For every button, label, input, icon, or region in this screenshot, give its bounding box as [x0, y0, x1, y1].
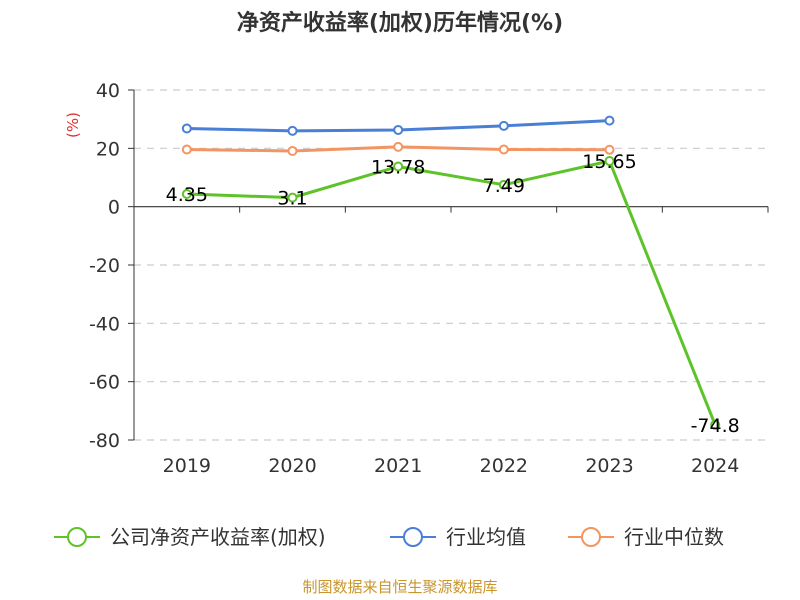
legend-marker: [403, 527, 423, 547]
data-label: -74.8: [691, 415, 740, 437]
legend-label: 公司净资产收益率(加权): [110, 525, 326, 549]
data-label: 4.35: [166, 184, 208, 206]
x-tick-label: 2022: [480, 455, 528, 477]
grid-lines: [134, 89, 768, 441]
data-label: 13.78: [371, 156, 425, 178]
y-tick-label: 0: [108, 197, 120, 219]
x-tick-label: 2021: [374, 455, 422, 477]
data-point: [181, 123, 192, 134]
data-point: [287, 145, 298, 156]
y-axis-unit: (%): [64, 112, 82, 138]
data-point: [181, 144, 192, 155]
x-tick-label: 2019: [163, 455, 211, 477]
data-point: [393, 161, 404, 172]
data-labels: 4.35 3.1 13.78 7.49 15.65 -74.8: [166, 151, 740, 437]
y-tick-label: -80: [89, 430, 120, 452]
legend[interactable]: 公司净资产收益率(加权) 行业均值 行业中位数: [54, 525, 724, 549]
legend-marker: [581, 527, 601, 547]
y-tick-label: -60: [89, 372, 120, 394]
series-line: [186, 159, 717, 426]
data-point: [498, 120, 509, 131]
data-point: [181, 188, 192, 199]
y-tick-label: 40: [96, 80, 120, 102]
chart-title: 净资产收益率(加权)历年情况(%): [237, 10, 563, 36]
data-point: [393, 124, 404, 135]
data-label: 7.49: [483, 175, 525, 197]
source-note: 制图数据来自恒生聚源数据库: [302, 578, 497, 596]
x-tick-label: 2024: [691, 455, 739, 477]
x-tick-label: 2023: [585, 455, 633, 477]
data-point: [604, 115, 615, 126]
legend-marker: [67, 527, 87, 547]
axes: [128, 89, 769, 441]
data-point: [287, 192, 298, 203]
y-tick-label: 20: [96, 138, 120, 160]
data-point: [604, 156, 615, 167]
legend-label: 行业均值: [446, 525, 526, 549]
data-label: 3.1: [277, 188, 307, 210]
legend-label: 行业中位数: [624, 525, 724, 549]
data-label: 15.65: [582, 151, 636, 173]
data-point: [287, 125, 298, 136]
x-tick-label: 2020: [268, 455, 316, 477]
series-layer: [181, 115, 721, 430]
data-point: [393, 141, 404, 152]
y-tick-label: -40: [89, 313, 120, 335]
data-point: [498, 179, 509, 190]
tick-labels: 40 20 0 -20 -40 -60 -80 2019 2020 2021 2022 2023 202…: [89, 80, 739, 477]
data-point: [604, 144, 615, 155]
data-point: [498, 144, 509, 155]
y-tick-label: -20: [89, 255, 120, 277]
data-point: [710, 419, 721, 430]
